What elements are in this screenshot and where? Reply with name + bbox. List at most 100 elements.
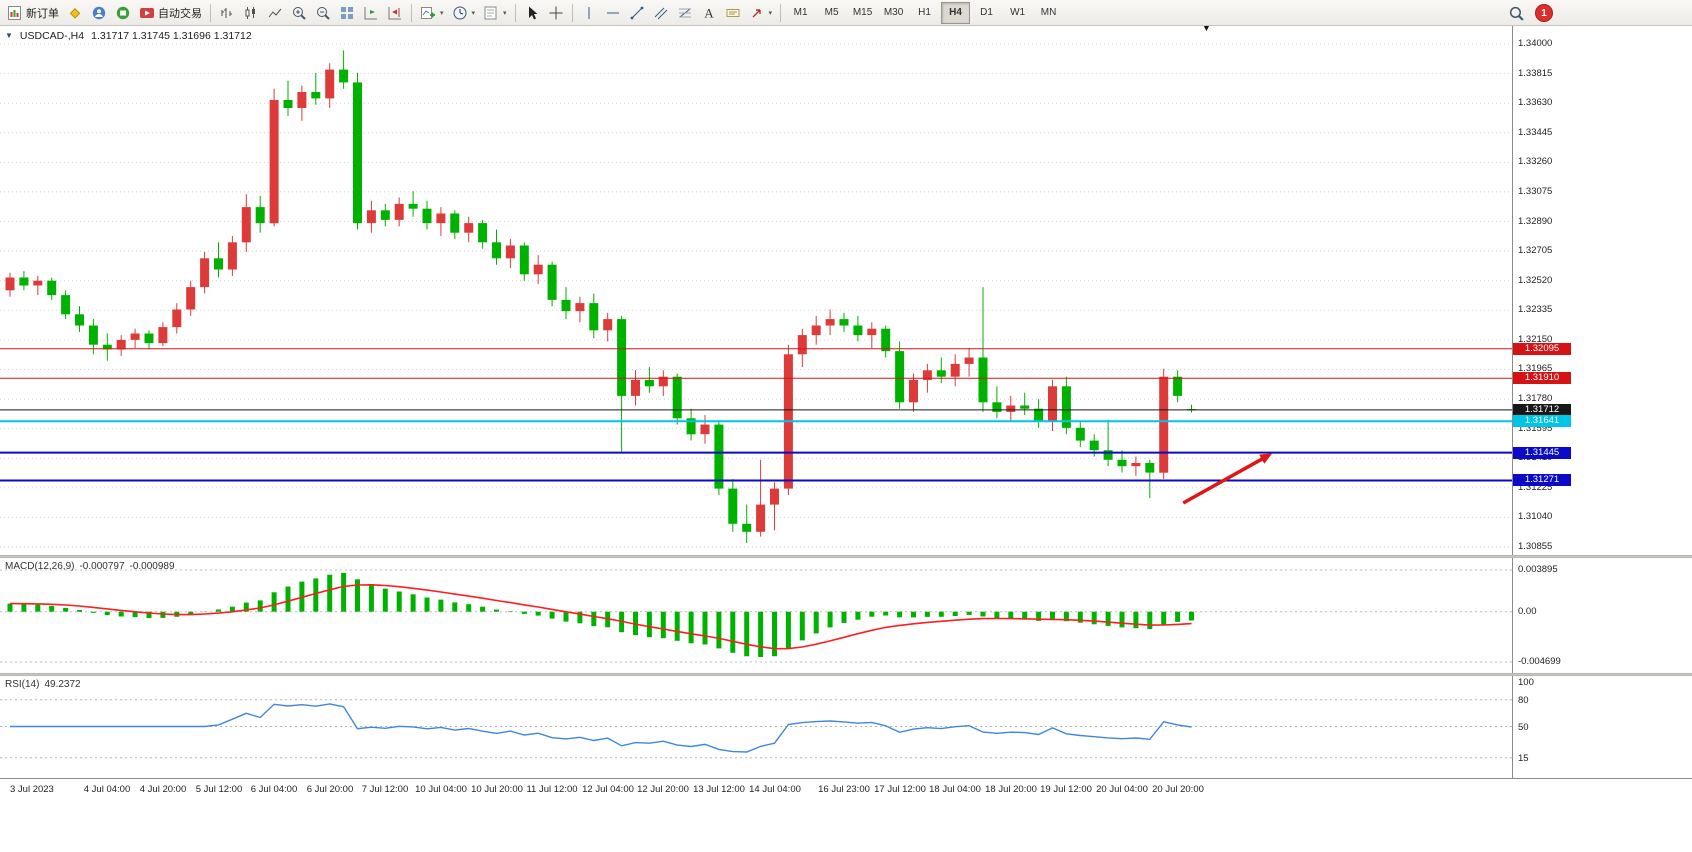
candle[interactable] <box>339 69 349 83</box>
candle[interactable] <box>519 245 529 275</box>
macd-chart[interactable] <box>0 558 1512 673</box>
candle[interactable] <box>1075 427 1085 441</box>
candle[interactable] <box>895 351 905 403</box>
candle[interactable] <box>770 488 779 505</box>
candle[interactable] <box>450 213 460 233</box>
candle[interactable] <box>922 370 932 380</box>
candle[interactable] <box>644 379 654 387</box>
terminal-button[interactable] <box>111 1 135 25</box>
autotrading-button[interactable]: 自动交易 <box>135 1 206 25</box>
vertical-line-button[interactable] <box>577 1 601 25</box>
candle[interactable] <box>325 69 335 99</box>
candle[interactable] <box>1061 386 1071 428</box>
candle[interactable] <box>686 418 696 435</box>
trendline-button[interactable] <box>625 1 649 25</box>
candle[interactable] <box>617 319 627 396</box>
line-chart-button[interactable] <box>263 1 287 25</box>
candle[interactable] <box>102 344 112 350</box>
auto-scroll-button[interactable] <box>359 1 383 25</box>
candle[interactable] <box>47 280 57 296</box>
bar-chart-button[interactable] <box>215 1 239 25</box>
candle[interactable] <box>75 314 84 326</box>
candle[interactable] <box>227 242 237 270</box>
timeframe-m15-button[interactable]: M15 <box>852 7 873 18</box>
candle[interactable] <box>311 92 321 99</box>
candle[interactable] <box>853 325 863 336</box>
tile-windows-button[interactable] <box>335 1 359 25</box>
indicators-button[interactable]: ▾ <box>416 1 448 25</box>
candle[interactable] <box>158 327 168 344</box>
timeframe-m30-button[interactable]: M30 <box>883 7 904 18</box>
candle[interactable] <box>1173 376 1183 396</box>
candle[interactable] <box>1089 440 1099 451</box>
panel-splitter[interactable] <box>0 673 1692 676</box>
candle[interactable] <box>1020 405 1030 409</box>
crosshair-button[interactable] <box>544 1 568 25</box>
templates-button[interactable]: ▾ <box>479 1 511 25</box>
zoom-out-button[interactable] <box>311 1 335 25</box>
candle[interactable] <box>200 258 210 288</box>
periodicity-clock-button[interactable]: ▾ <box>448 1 480 25</box>
candle[interactable] <box>561 299 571 312</box>
text-label-button[interactable] <box>721 1 745 25</box>
candle[interactable] <box>1117 459 1127 467</box>
candle[interactable] <box>658 376 668 387</box>
panel-splitter[interactable] <box>0 555 1692 558</box>
candle[interactable] <box>186 287 196 310</box>
candle[interactable] <box>825 319 835 326</box>
candle[interactable] <box>1006 405 1016 412</box>
candle[interactable] <box>936 370 946 377</box>
candle[interactable] <box>797 335 807 355</box>
candle[interactable] <box>964 357 974 364</box>
candle[interactable] <box>88 325 98 345</box>
candle[interactable] <box>214 258 223 270</box>
timeframe-mn-button[interactable]: MN <box>1040 7 1057 18</box>
candle[interactable] <box>394 203 404 220</box>
candle[interactable] <box>533 264 543 275</box>
candle[interactable] <box>575 303 585 312</box>
candle[interactable] <box>603 319 613 331</box>
candle[interactable] <box>714 424 724 489</box>
candle[interactable] <box>978 357 988 403</box>
candle[interactable] <box>380 210 390 220</box>
candle[interactable] <box>589 303 599 331</box>
candle[interactable] <box>464 223 474 233</box>
text-button[interactable]: A <box>697 1 721 25</box>
chart-shift-button[interactable] <box>383 1 407 25</box>
candle[interactable] <box>408 203 418 209</box>
rsi-chart[interactable] <box>0 676 1512 778</box>
candle[interactable] <box>1048 386 1057 422</box>
timeframe-w1-button[interactable]: W1 <box>1010 7 1026 18</box>
candle[interactable] <box>478 223 488 243</box>
candle[interactable] <box>61 295 71 315</box>
price-axis[interactable]: 1.34000 1.33815 1.33630 1.33445 1.33260 1.330… <box>1512 26 1582 555</box>
candle[interactable] <box>909 379 918 403</box>
candle[interactable] <box>1131 463 1141 467</box>
candle[interactable] <box>436 213 446 224</box>
candle[interactable] <box>631 379 640 396</box>
candle[interactable] <box>505 245 515 259</box>
candle[interactable] <box>19 277 29 286</box>
candle[interactable] <box>130 333 140 340</box>
notification-badge[interactable]: 1 <box>1535 4 1553 22</box>
candlestick-chart[interactable] <box>0 26 1512 555</box>
candle[interactable] <box>839 319 849 326</box>
candle[interactable] <box>547 264 557 300</box>
arrow-tools-button[interactable]: ▾ <box>745 1 777 25</box>
candle[interactable] <box>1159 376 1169 473</box>
candle[interactable] <box>144 333 154 344</box>
candle[interactable] <box>172 309 182 328</box>
channel-button[interactable] <box>649 1 673 25</box>
navigator-button[interactable] <box>87 1 111 25</box>
timeframe-h4-button[interactable]: H4 <box>941 1 971 24</box>
cursor-button[interactable] <box>520 1 544 25</box>
fibonacci-button[interactable] <box>673 1 697 25</box>
candle[interactable] <box>269 100 279 224</box>
chart-shift-marker[interactable]: ▼ <box>1202 26 1211 33</box>
timeframe-m5-button[interactable]: M5 <box>824 7 839 18</box>
candle[interactable] <box>492 242 501 259</box>
candle[interactable] <box>366 210 376 224</box>
candle[interactable] <box>116 339 126 350</box>
one-click-trading-toggle[interactable]: ▼ <box>5 31 13 40</box>
candle[interactable] <box>728 488 738 524</box>
